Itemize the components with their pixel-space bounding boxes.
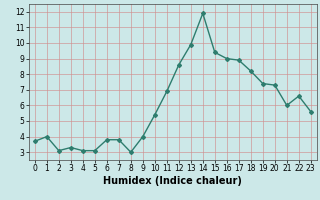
X-axis label: Humidex (Indice chaleur): Humidex (Indice chaleur) xyxy=(103,176,242,186)
